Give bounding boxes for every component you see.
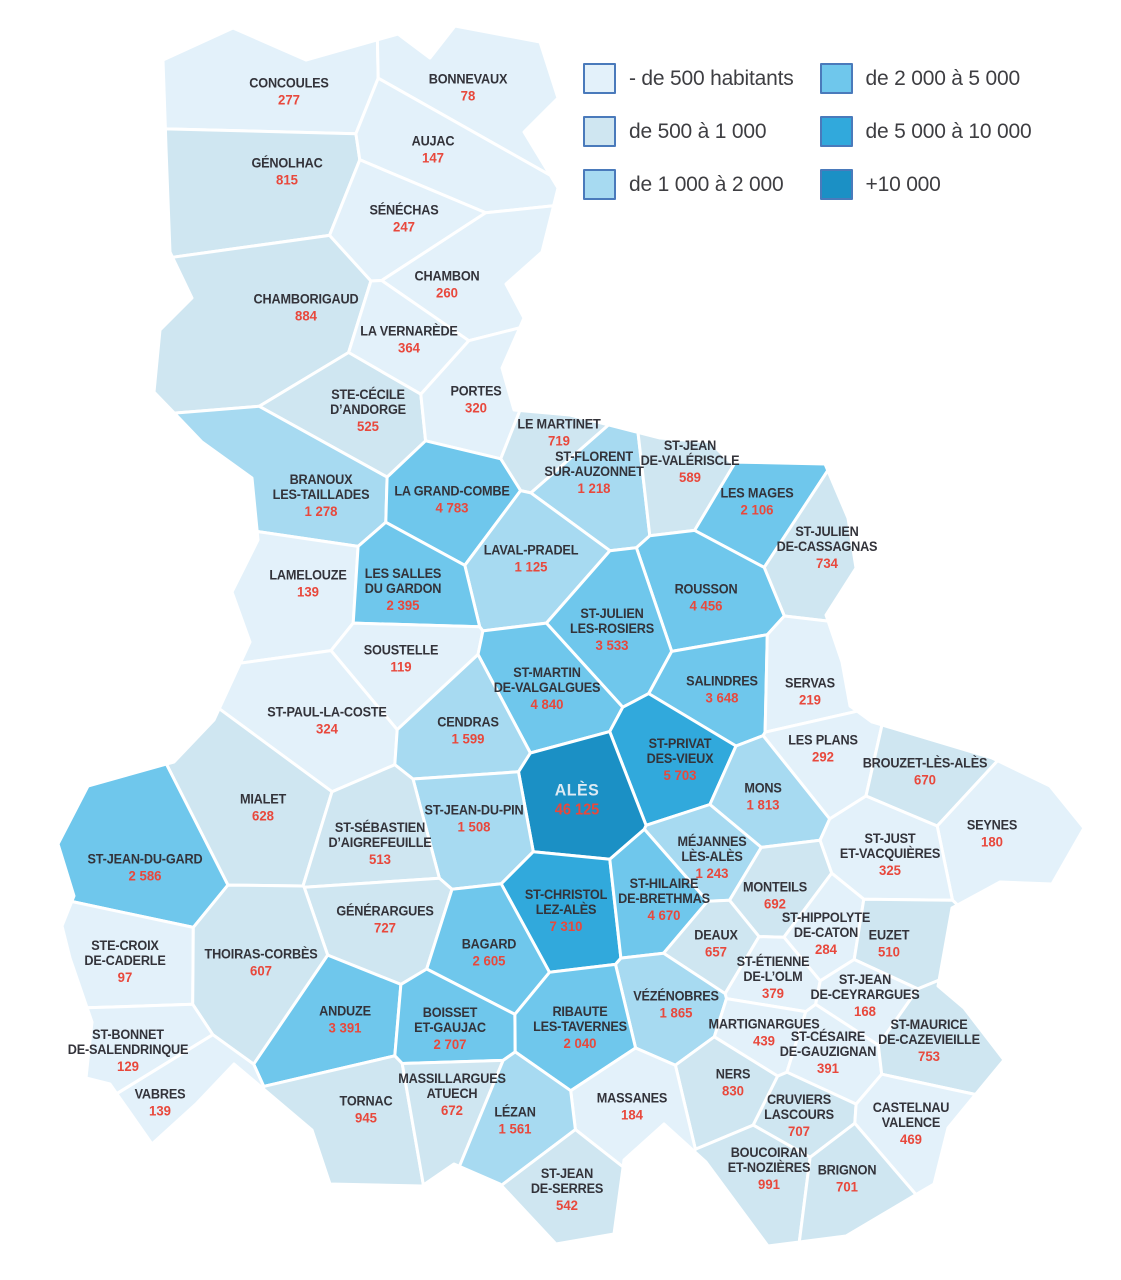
legend-label: de 5 000 à 10 000 xyxy=(865,119,1032,143)
legend-item: de 1 000 à 2 000 xyxy=(583,158,794,211)
legend-swatch-class-4 xyxy=(819,63,853,94)
legend-label: de 500 à 1 000 xyxy=(629,119,767,143)
commune-shape-boucoiran-et-nozieres xyxy=(692,1123,812,1248)
legend-swatch-class-1 xyxy=(583,63,616,94)
commune-shape-tornac xyxy=(262,1054,425,1188)
legend-swatch-class-5 xyxy=(819,116,853,147)
legend-swatch-class-6 xyxy=(819,169,853,200)
legend-label: - de 500 habitants xyxy=(629,66,794,90)
commune-shape-st-bonnet-de-salendrinque xyxy=(84,1002,215,1096)
legend-item: +10 000 xyxy=(819,158,1032,211)
commune-shape-vabres xyxy=(115,1033,266,1146)
legend-label: de 2 000 à 5 000 xyxy=(865,66,1021,90)
legend-swatch-class-2 xyxy=(583,116,616,147)
commune-shape-st-jean-de-serres xyxy=(499,1128,625,1246)
legend-item: de 500 à 1 000 xyxy=(583,105,794,158)
legend-item: de 5 000 à 10 000 xyxy=(819,105,1032,158)
legend-label: +10 000 xyxy=(865,172,941,196)
legend: - de 500 habitants de 500 à 1 000 de 1 0… xyxy=(583,52,1032,211)
commune-shape-lezan xyxy=(457,1050,577,1187)
legend-label: de 1 000 à 2 000 xyxy=(629,172,784,196)
legend-swatch-class-3 xyxy=(583,169,616,200)
legend-item: - de 500 habitants xyxy=(583,52,794,105)
legend-item: de 2 000 à 5 000 xyxy=(819,52,1032,105)
commune-shape-brignon xyxy=(797,1121,918,1244)
commune-shape-concoules xyxy=(161,26,380,136)
